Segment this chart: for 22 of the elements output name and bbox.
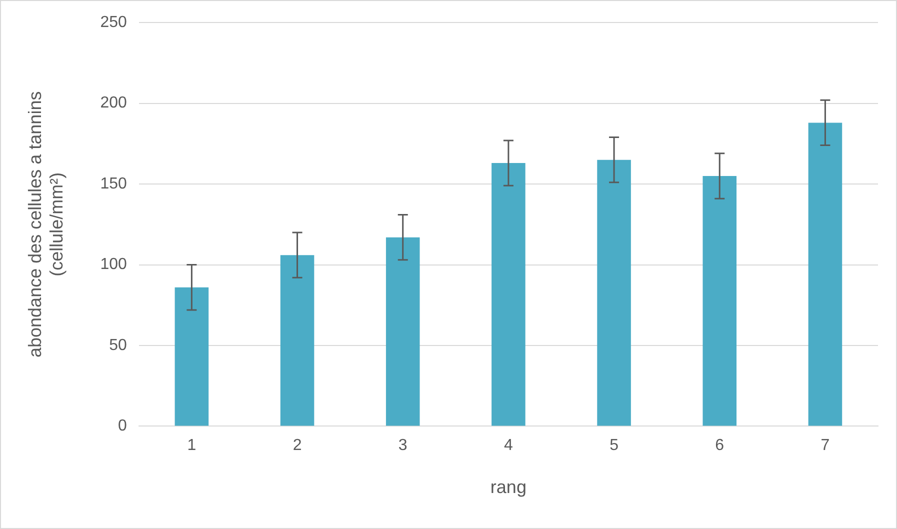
x-tick-label: 1: [187, 437, 196, 454]
y-tick-label: 250: [100, 14, 127, 32]
y-tick-label: 0: [118, 418, 127, 435]
bar: [597, 160, 631, 426]
y-tick-label: 50: [109, 336, 127, 354]
x-tick-label: 7: [820, 437, 830, 454]
x-axis-title: rang: [490, 477, 526, 498]
bar: [386, 237, 420, 426]
y-tick-label: 200: [100, 94, 127, 112]
x-tick-label: 5: [610, 437, 619, 454]
bar: [280, 255, 314, 426]
x-tick-label: 2: [292, 437, 302, 454]
y-axis-title: abondance des cellules a tannins (cellule/mm²): [24, 91, 66, 358]
y-tick-label: 150: [100, 175, 127, 192]
bar: [492, 163, 526, 426]
bar: [174, 287, 209, 426]
y-tick-label: 100: [100, 256, 127, 274]
bar: [808, 122, 842, 426]
x-tick-label: 4: [504, 437, 513, 454]
x-tick-label: 3: [398, 437, 408, 454]
x-tick-label: 6: [715, 437, 724, 454]
bar: [702, 176, 737, 426]
